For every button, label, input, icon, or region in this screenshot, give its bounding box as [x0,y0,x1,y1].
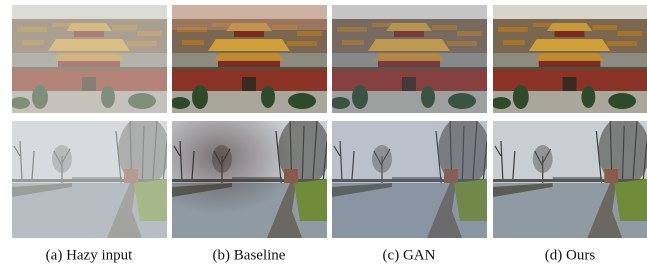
caption: (d) Ours [545,247,596,263]
tint [332,121,487,238]
tint [332,5,487,113]
image [491,5,647,113]
caption: (b) Baseline [213,247,286,263]
caption: (a) Hazy input [46,247,133,263]
haze [12,5,167,113]
image [493,116,647,238]
haze [12,121,167,238]
tint [172,5,327,30]
caption: (c) GAN [383,247,436,263]
tint [172,121,327,238]
figure: (a) Hazy input (b) Baseline (c) GAN (d) … [0,0,647,269]
image-grid [10,5,647,238]
